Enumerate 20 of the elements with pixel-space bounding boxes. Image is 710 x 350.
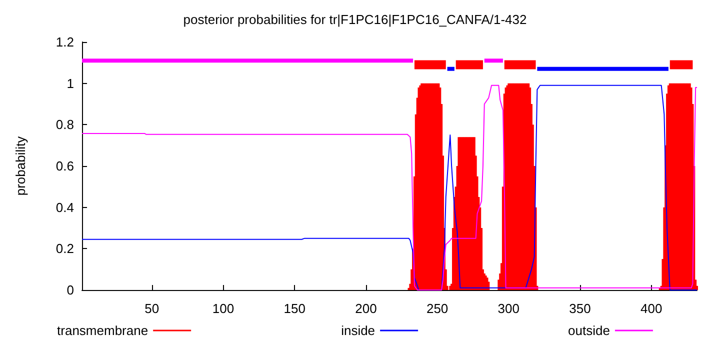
x-tick-label: 50 [144,301,160,316]
x-tick-label: 300 [498,301,520,316]
x-tick-label: 350 [569,301,591,316]
x-tick-label: 150 [284,301,306,316]
y-axis-title: probability [13,136,28,196]
legend-label: transmembrane [57,323,148,338]
x-tick-label: 400 [640,301,662,316]
chart-title: posterior probabilities for tr|F1PC16|F1PC16_CANFA/1-432 [183,12,527,27]
y-tick-label: 1.2 [56,34,74,50]
legend-label: inside [341,323,376,338]
legend-label: outside [568,323,610,338]
x-tick-label: 250 [426,301,448,316]
y-tick-label: 0.6 [56,158,74,174]
y-tick-label: 0 [66,282,74,298]
y-tick-label: 1 [66,76,74,91]
y-tick-label: 0.2 [56,241,74,256]
x-tick-label: 100 [212,301,234,316]
y-tick-label: 0.4 [56,200,74,215]
y-tick-label: 0.8 [56,117,74,132]
x-tick-label: 200 [355,301,377,316]
